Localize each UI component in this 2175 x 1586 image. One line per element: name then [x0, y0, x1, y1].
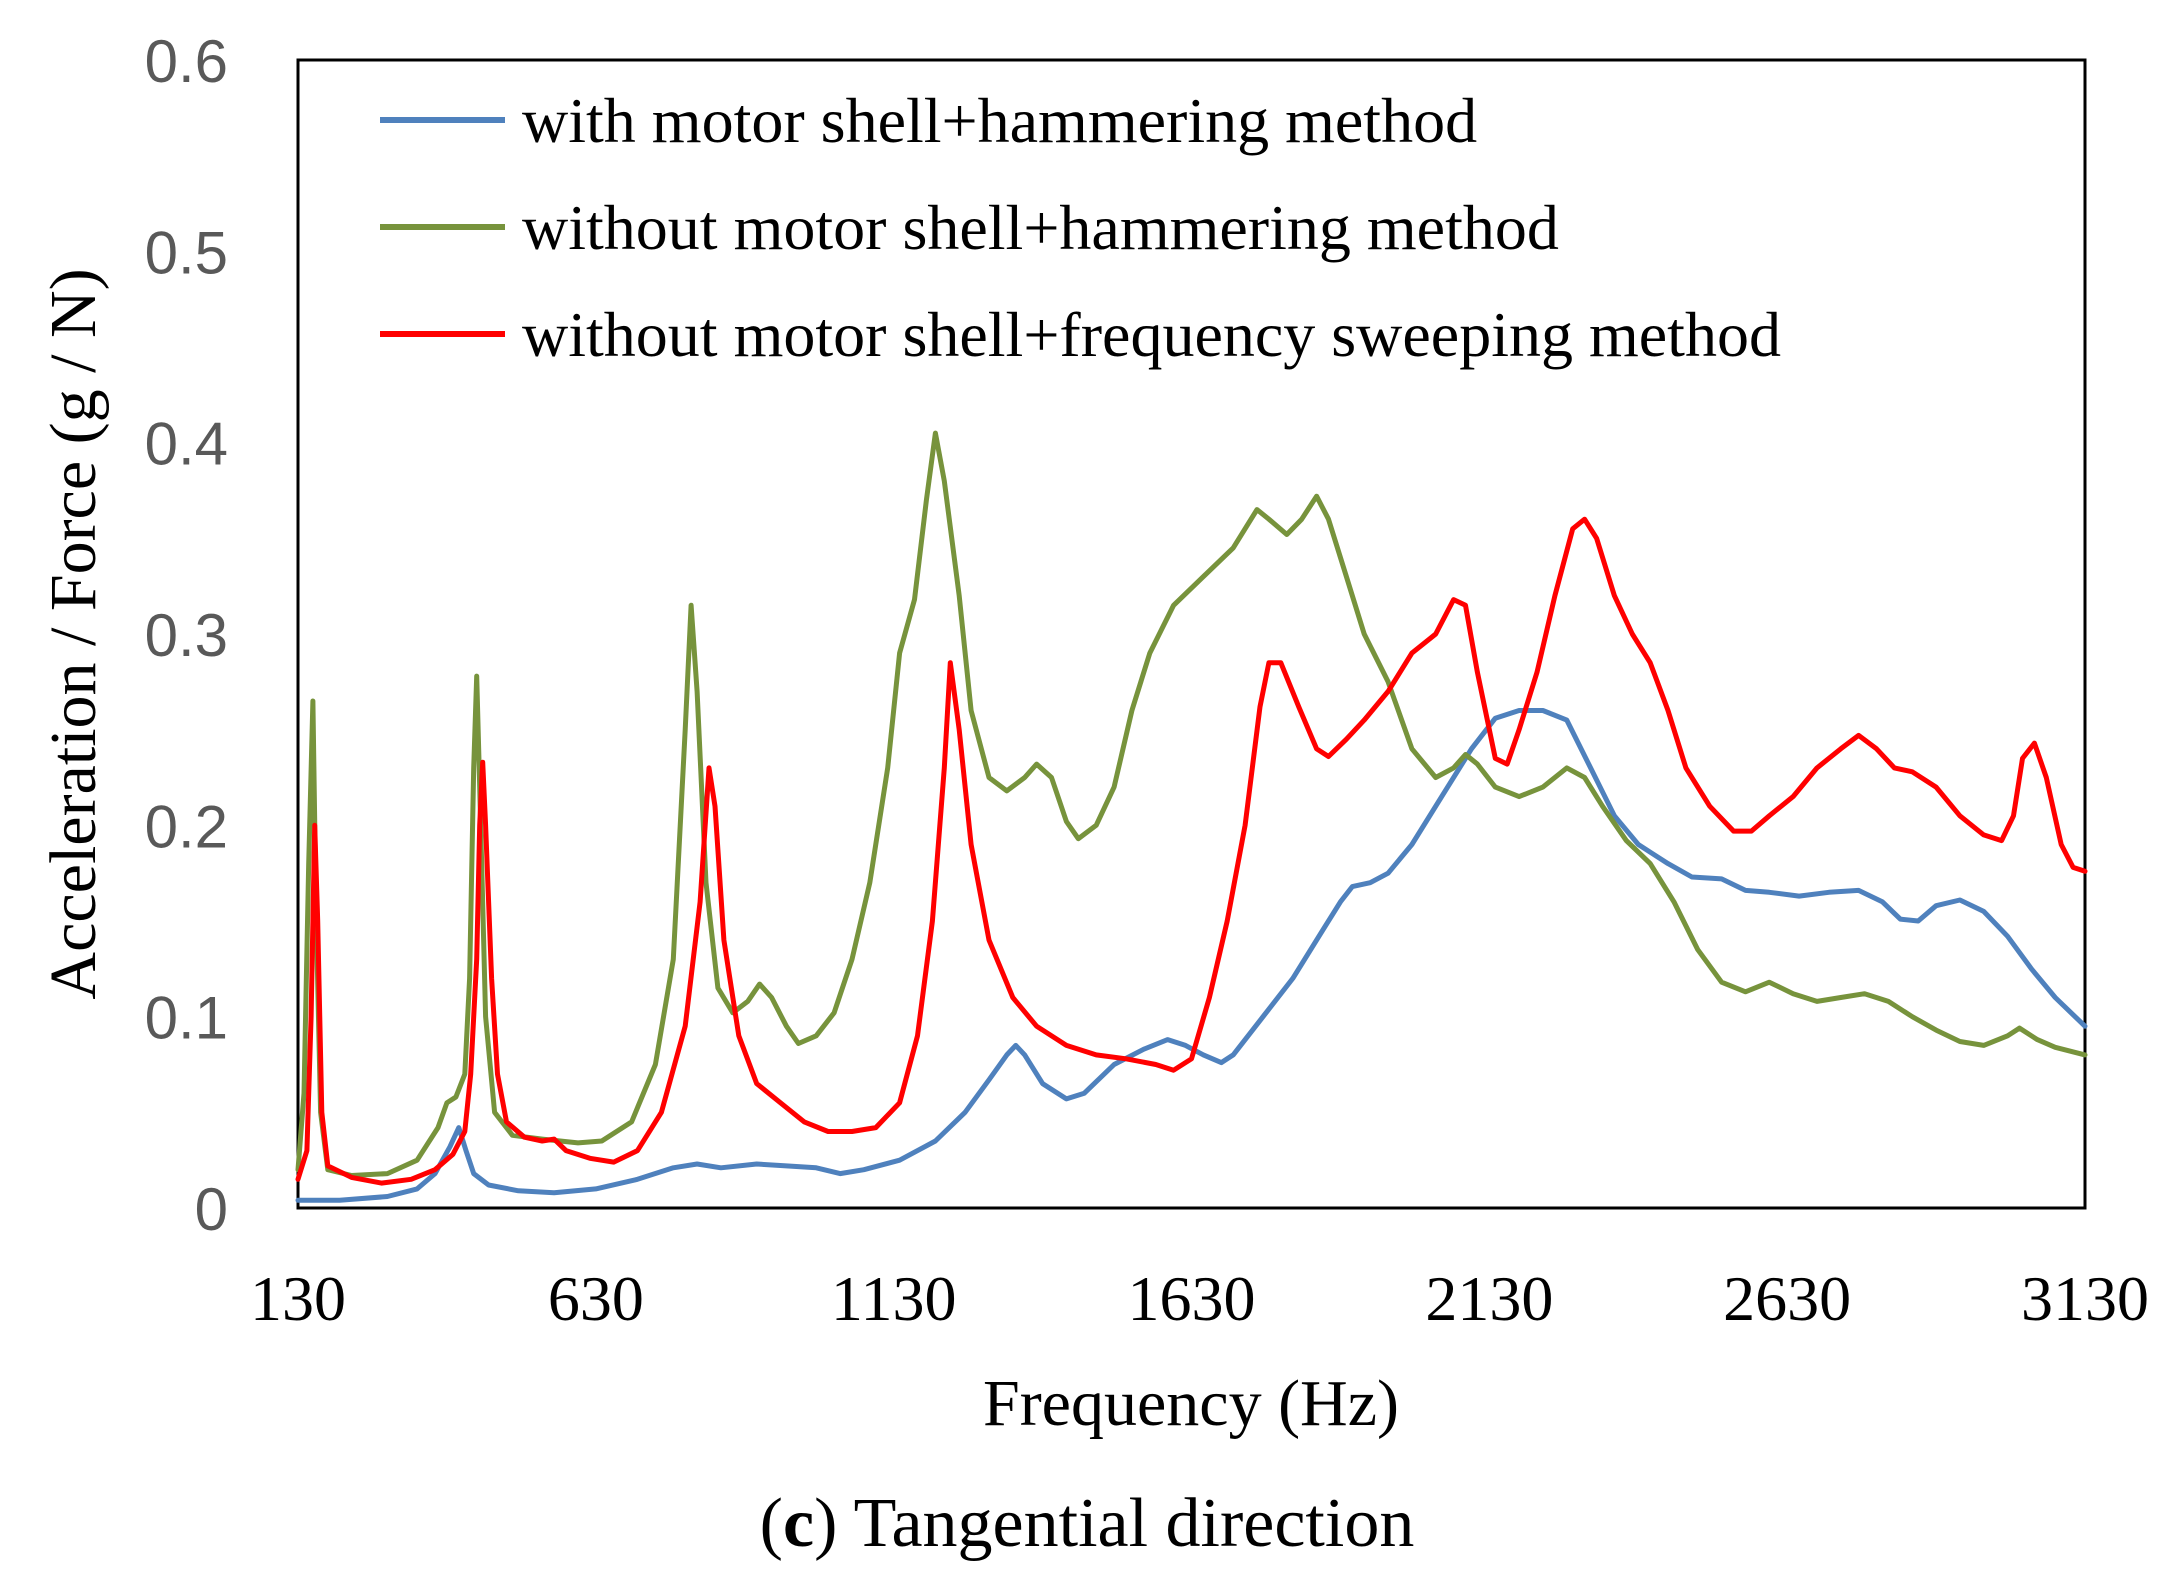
y-tick-label: 0.2 — [145, 793, 228, 860]
plot-area-frame — [296, 58, 2087, 1210]
y-tick-label: 0.6 — [145, 28, 228, 95]
series-lines — [295, 430, 2088, 1203]
y-tick-label: 0.5 — [145, 219, 228, 286]
caption-letter: c — [783, 1485, 814, 1562]
series-line-2 — [295, 430, 2088, 1178]
x-tick-label: 1130 — [831, 1263, 957, 1334]
figure-caption: (c) Tangential direction — [760, 1485, 1415, 1562]
x-tick-label: 2130 — [1425, 1263, 1553, 1334]
y-axis-tick-labels: 0 0.1 0.2 0.3 0.4 0.5 0.6 — [145, 28, 228, 1243]
x-tick-label: 1630 — [1128, 1263, 1256, 1334]
caption-text: Tangential direction — [854, 1485, 1415, 1562]
legend-label-3: without motor shell+frequency sweeping m… — [522, 299, 1781, 370]
y-axis-title: Acceleration / Force (g / N) — [37, 268, 110, 999]
x-tick-label: 2630 — [1723, 1263, 1851, 1334]
series-line-3 — [295, 516, 2088, 1186]
x-tick-label: 3130 — [2021, 1263, 2149, 1334]
x-tick-label: 130 — [250, 1263, 346, 1334]
y-tick-label: 0 — [195, 1176, 228, 1243]
y-tick-label: 0.4 — [145, 411, 228, 478]
series-line-1 — [295, 708, 2088, 1203]
y-tick-label: 0.3 — [145, 602, 228, 669]
x-tick-label: 630 — [548, 1263, 644, 1334]
legend-label-1: with motor shell+hammering method — [522, 85, 1477, 156]
legend: with motor shell+hammering method without… — [380, 85, 1781, 370]
x-axis-title: Frequency (Hz) — [983, 1367, 1399, 1440]
legend-label-2: without motor shell+hammering method — [522, 192, 1559, 263]
x-axis-tick-labels: 130 630 1130 1630 2130 2630 3130 — [250, 1263, 2149, 1334]
y-tick-label: 0.1 — [145, 985, 228, 1052]
